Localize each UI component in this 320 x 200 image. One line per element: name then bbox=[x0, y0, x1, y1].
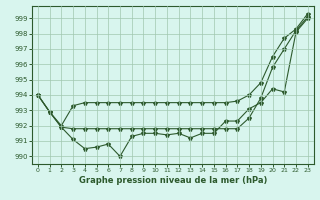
X-axis label: Graphe pression niveau de la mer (hPa): Graphe pression niveau de la mer (hPa) bbox=[79, 176, 267, 185]
